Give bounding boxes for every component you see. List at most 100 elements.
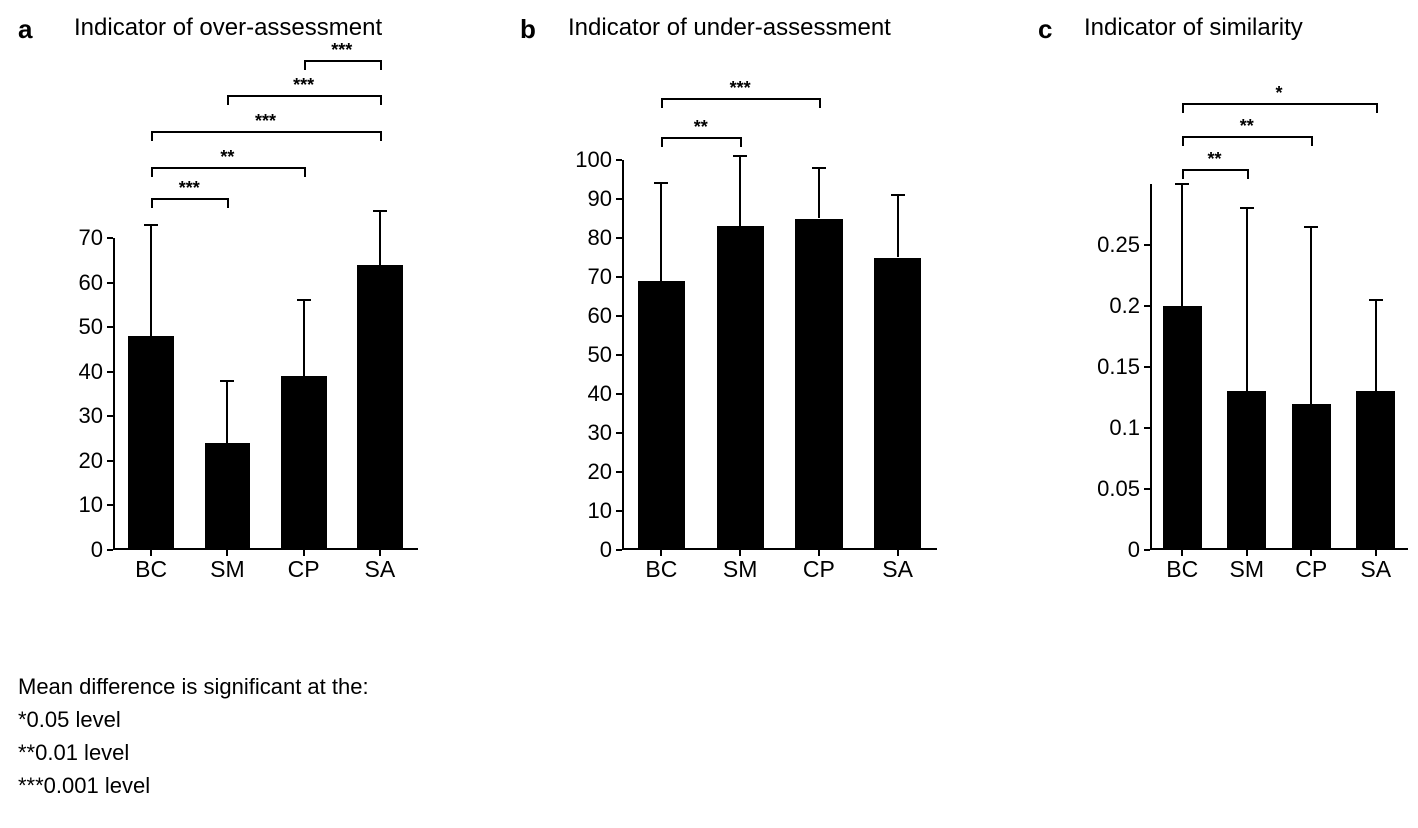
sig-label: ** bbox=[694, 117, 708, 138]
sig-label: *** bbox=[730, 78, 751, 99]
sig-bracket-end bbox=[151, 167, 153, 177]
error-cap bbox=[297, 299, 311, 301]
category-label: CP bbox=[1295, 550, 1327, 583]
category-label: BC bbox=[645, 550, 677, 583]
panel-title-a: Indicator of over-assessment bbox=[74, 14, 382, 42]
bar-a-SA bbox=[357, 265, 403, 550]
sig-bracket-end bbox=[1182, 136, 1184, 146]
category-label: SA bbox=[882, 550, 913, 583]
error-cap bbox=[891, 194, 905, 196]
legend-heading: Mean difference is significant at the: bbox=[18, 670, 369, 703]
panel-label-a: a bbox=[18, 14, 32, 45]
sig-bracket-end bbox=[304, 167, 306, 177]
y-tick-label: 20 bbox=[79, 448, 113, 474]
sig-label: *** bbox=[293, 75, 314, 96]
y-tick-label: 0.2 bbox=[1109, 293, 1150, 319]
sig-label: ** bbox=[220, 147, 234, 168]
legend-line-2: ***0.001 level bbox=[18, 769, 369, 802]
sig-bracket-end bbox=[740, 137, 742, 147]
error-cap bbox=[654, 182, 668, 184]
sig-bracket-end bbox=[227, 95, 229, 105]
y-axis bbox=[1150, 184, 1152, 550]
y-tick-label: 30 bbox=[588, 420, 622, 446]
category-label: BC bbox=[1166, 550, 1198, 583]
sig-bracket-end bbox=[380, 60, 382, 70]
sig-label: ** bbox=[1240, 116, 1254, 137]
y-tick-label: 40 bbox=[588, 381, 622, 407]
bar-c-SA bbox=[1356, 391, 1395, 550]
sig-bracket-end bbox=[661, 137, 663, 147]
y-tick-label: 10 bbox=[79, 492, 113, 518]
y-tick-label: 10 bbox=[588, 498, 622, 524]
sig-bracket-end bbox=[151, 131, 153, 141]
legend-line-1: **0.01 level bbox=[18, 736, 369, 769]
y-tick-label: 0.25 bbox=[1097, 232, 1150, 258]
sig-bracket-end bbox=[1182, 169, 1184, 179]
y-axis bbox=[113, 238, 115, 550]
y-tick-label: 50 bbox=[588, 342, 622, 368]
y-tick-label: 70 bbox=[79, 225, 113, 251]
bar-b-CP bbox=[795, 219, 842, 551]
error-bar bbox=[379, 211, 381, 264]
y-tick-label: 100 bbox=[575, 147, 622, 173]
y-tick-label: 60 bbox=[79, 270, 113, 296]
sig-label: *** bbox=[331, 40, 352, 61]
sig-bracket-end bbox=[819, 98, 821, 108]
error-cap bbox=[1240, 207, 1254, 209]
error-bar bbox=[818, 168, 820, 219]
bar-c-CP bbox=[1292, 404, 1331, 550]
error-bar bbox=[739, 156, 741, 226]
panel-title-b: Indicator of under-assessment bbox=[568, 14, 891, 42]
legend-line-0: *0.05 level bbox=[18, 703, 369, 736]
error-bar bbox=[150, 225, 152, 336]
y-tick-label: 20 bbox=[588, 459, 622, 485]
bar-b-BC bbox=[638, 281, 685, 550]
y-tick-label: 0 bbox=[1128, 537, 1150, 563]
panel-label-c: c bbox=[1038, 14, 1052, 45]
chart-c: 00.050.10.150.20.25BCSMCPSA***** bbox=[1150, 184, 1408, 550]
bar-c-SM bbox=[1227, 391, 1266, 550]
error-cap bbox=[1175, 183, 1189, 185]
bar-c-BC bbox=[1163, 306, 1202, 550]
panel-b: bIndicator of under-assessment0102030405… bbox=[520, 14, 980, 574]
error-bar bbox=[1246, 208, 1248, 391]
y-tick-label: 0.05 bbox=[1097, 476, 1150, 502]
error-cap bbox=[1304, 226, 1318, 228]
error-bar bbox=[226, 381, 228, 443]
bar-a-SM bbox=[205, 443, 251, 550]
category-label: SA bbox=[365, 550, 396, 583]
y-tick-label: 90 bbox=[588, 186, 622, 212]
sig-bracket-end bbox=[1247, 169, 1249, 179]
sig-label: *** bbox=[255, 111, 276, 132]
y-tick-label: 0.1 bbox=[1109, 415, 1150, 441]
sig-bracket-end bbox=[304, 60, 306, 70]
error-cap bbox=[733, 155, 747, 157]
y-tick-label: 50 bbox=[79, 314, 113, 340]
error-bar bbox=[1375, 300, 1377, 392]
panel-label-b: b bbox=[520, 14, 536, 45]
error-bar bbox=[1181, 184, 1183, 306]
y-axis bbox=[622, 160, 624, 550]
category-label: BC bbox=[135, 550, 167, 583]
sig-bracket-end bbox=[227, 198, 229, 208]
bar-a-BC bbox=[128, 336, 174, 550]
category-label: CP bbox=[803, 550, 835, 583]
error-cap bbox=[812, 167, 826, 169]
error-cap bbox=[1369, 299, 1383, 301]
sig-bracket-end bbox=[1311, 136, 1313, 146]
error-bar bbox=[1310, 227, 1312, 404]
bar-a-CP bbox=[281, 376, 327, 550]
chart-b: 0102030405060708090100BCSMCPSA***** bbox=[622, 160, 937, 550]
bar-b-SM bbox=[717, 226, 764, 550]
y-tick-label: 30 bbox=[79, 403, 113, 429]
chart-a: 010203040506070BCSMCPSA************** bbox=[113, 238, 418, 550]
bar-b-SA bbox=[874, 258, 921, 551]
sig-label: *** bbox=[179, 178, 200, 199]
significance-legend: Mean difference is significant at the: *… bbox=[18, 670, 369, 802]
y-tick-label: 0 bbox=[600, 537, 622, 563]
y-tick-label: 40 bbox=[79, 359, 113, 385]
figure-page: { "global": { "background_color": "#ffff… bbox=[0, 0, 1418, 828]
error-cap bbox=[373, 210, 387, 212]
category-label: CP bbox=[288, 550, 320, 583]
sig-bracket-end bbox=[380, 131, 382, 141]
